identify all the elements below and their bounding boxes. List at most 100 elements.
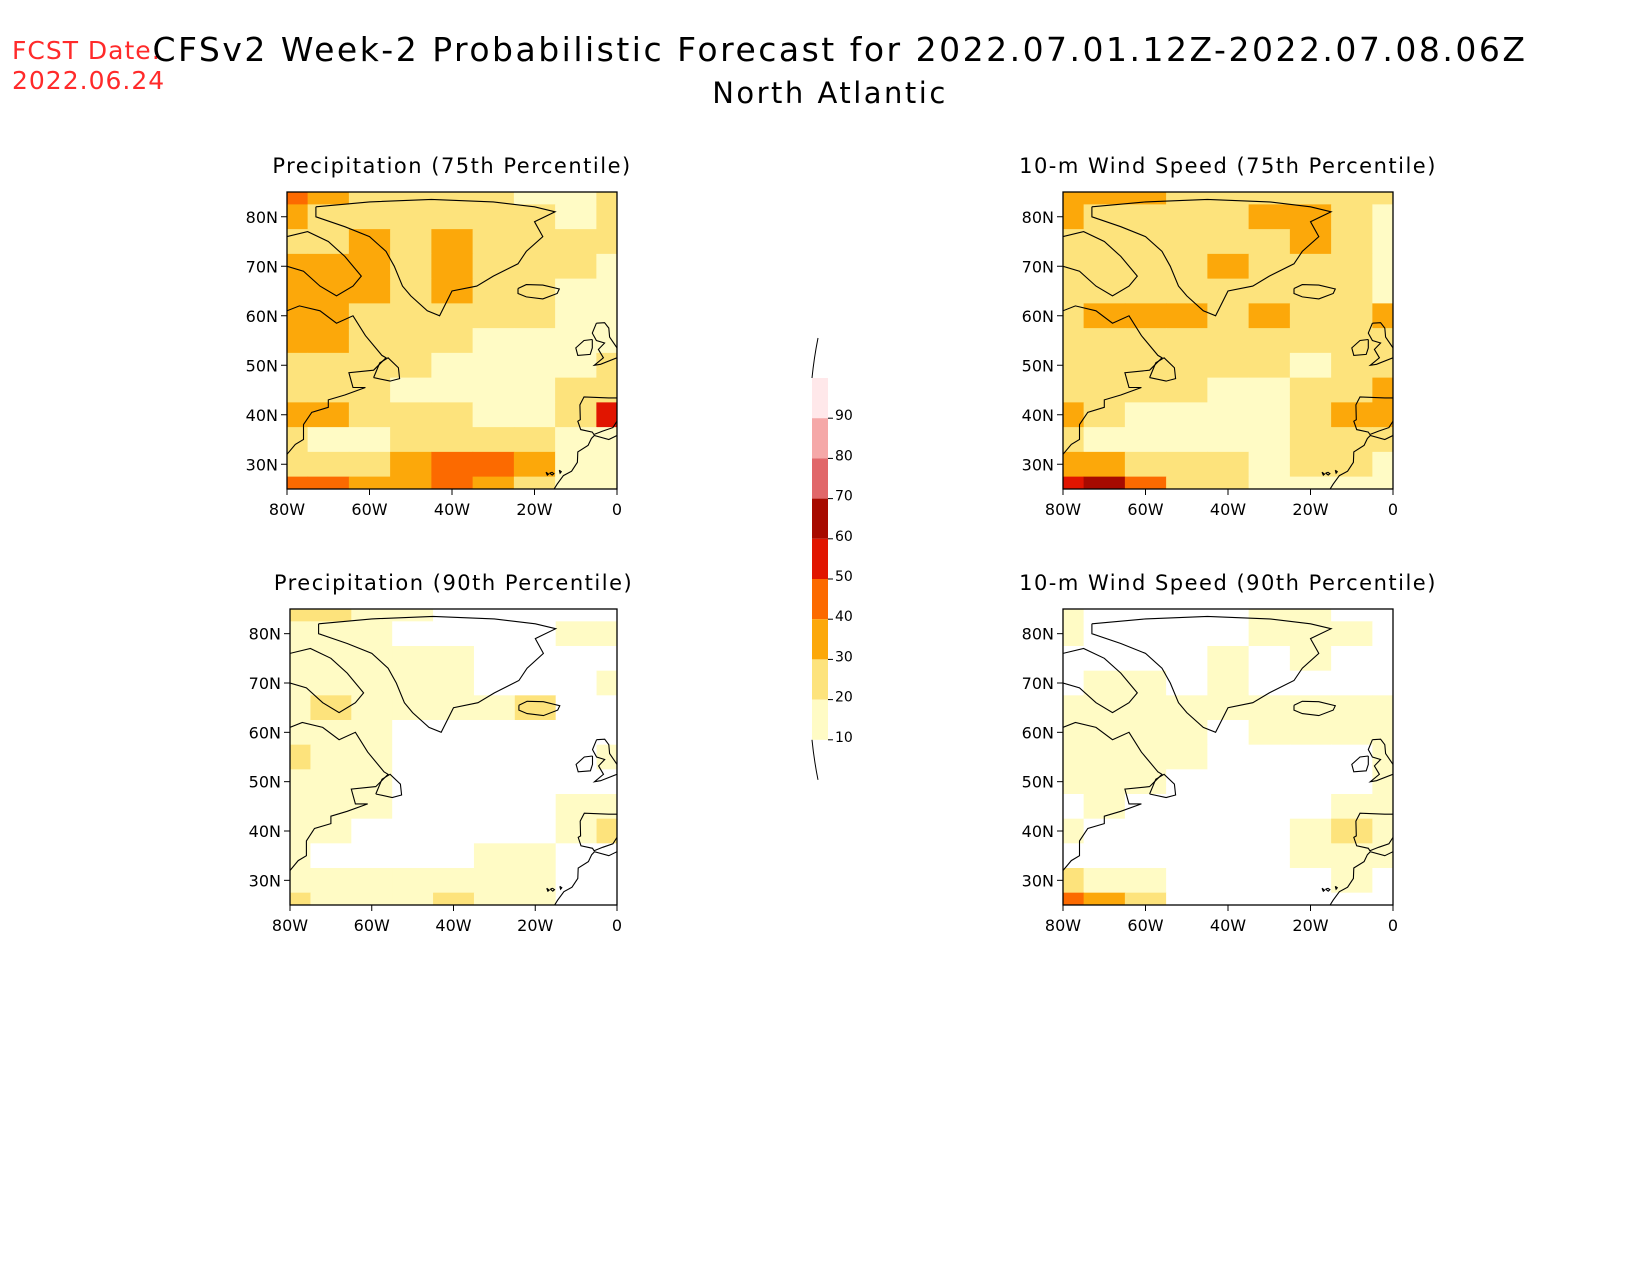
field-cell	[1289, 402, 1332, 428]
field-cell	[1083, 744, 1126, 770]
field-cell	[1331, 695, 1373, 721]
field-cell	[1166, 451, 1208, 478]
field-cell	[290, 868, 311, 894]
field-cell	[514, 843, 557, 869]
field-cell	[433, 621, 475, 647]
field-cell	[1124, 794, 1167, 820]
lat-tick-label: 80N	[246, 208, 278, 227]
coastline	[1351, 755, 1369, 773]
field-cell	[1372, 192, 1393, 205]
field-cell	[433, 794, 475, 820]
field-cell	[433, 868, 475, 894]
field-cell	[596, 229, 617, 255]
field-cell	[514, 868, 557, 894]
field-cell	[1207, 892, 1250, 905]
field-cell	[1207, 868, 1250, 894]
field-cell	[555, 818, 598, 844]
field-cell	[1063, 843, 1085, 869]
field-cell	[307, 303, 350, 329]
field-cell	[390, 402, 432, 428]
field-cell	[1331, 818, 1373, 844]
coastline	[575, 338, 593, 356]
field-cell	[1248, 192, 1291, 205]
lat-tick-label: 70N	[246, 257, 278, 276]
field-cell	[596, 868, 617, 894]
coastline	[1353, 396, 1393, 436]
lat-tick-label: 50N	[249, 773, 281, 792]
field-cell	[1289, 868, 1332, 894]
field-cell	[1289, 451, 1332, 478]
field-cell	[555, 377, 597, 403]
field-cell	[596, 427, 617, 453]
lon-tick-label: 60W	[351, 500, 387, 519]
field-cell	[1372, 402, 1393, 428]
field-cell	[472, 303, 515, 329]
lat-tick-label: 50N	[1022, 356, 1054, 375]
field-cell	[1083, 868, 1126, 894]
panel-title: Precipitation (90th Percentile)	[274, 571, 633, 595]
field-cell	[348, 377, 391, 403]
field-cell	[1372, 377, 1393, 403]
field-cell	[472, 204, 515, 230]
field-cell	[1372, 868, 1393, 894]
field-cell	[555, 670, 598, 696]
field-cell	[1166, 352, 1208, 379]
field-cell	[596, 843, 617, 869]
coastline	[559, 885, 563, 891]
field-cell	[1124, 769, 1167, 795]
field-cell	[1248, 892, 1291, 905]
field-cell	[1083, 670, 1126, 696]
lon-tick-label: 40W	[435, 916, 471, 935]
field-cell	[351, 695, 393, 721]
coastline	[287, 305, 387, 456]
forecast-date-label: FCST Date:	[12, 36, 162, 65]
coastline	[1293, 700, 1337, 717]
field-cell	[290, 818, 311, 844]
field-cell	[431, 253, 474, 280]
field-cell	[1063, 794, 1085, 820]
field-cell	[431, 476, 474, 489]
field-cell	[1331, 621, 1373, 647]
field-cell	[310, 892, 352, 905]
field-cell	[1331, 476, 1373, 489]
field-cell	[1372, 794, 1393, 820]
field-cell	[1063, 253, 1085, 280]
field-cell	[1207, 609, 1250, 622]
lat-tick-label: 70N	[1022, 257, 1054, 276]
field-cell	[513, 328, 556, 354]
field-cell	[290, 695, 311, 721]
field-cell	[431, 229, 474, 255]
field-cell	[310, 769, 352, 795]
colorbar-segment	[812, 538, 828, 579]
field-cell	[1083, 476, 1126, 489]
field-cell	[431, 192, 474, 205]
field-cell	[1083, 720, 1126, 746]
coastline	[577, 812, 617, 852]
field-cell	[1166, 670, 1208, 696]
colorbar-label: 20	[835, 690, 853, 706]
field-cell	[348, 451, 391, 478]
field-cell	[596, 818, 617, 844]
field-cell	[1331, 402, 1373, 428]
field-cell	[1166, 646, 1208, 672]
colorbar-top-arrow	[811, 337, 819, 379]
field-cell	[555, 229, 597, 255]
field-cell	[1063, 818, 1085, 844]
field-cell	[290, 744, 311, 770]
field-cell	[348, 278, 391, 304]
lon-tick-label: 0	[1388, 500, 1398, 519]
field-cell	[1372, 892, 1393, 905]
field-cell	[348, 427, 391, 453]
field-cell	[1289, 204, 1332, 230]
field-cell	[514, 892, 557, 905]
field-cell	[1124, 476, 1167, 489]
map-panel-1: Precipitation (75th Percentile) 80N 70N 60N…	[246, 154, 631, 519]
field-cell	[1166, 609, 1208, 622]
field-cell	[1289, 670, 1332, 696]
panel-title: 10-m Wind Speed (75th Percentile)	[1019, 154, 1437, 178]
field-cell	[1063, 402, 1085, 428]
field-cell	[1063, 646, 1085, 672]
coastline	[591, 738, 617, 783]
lon-tick-label: 60W	[354, 916, 390, 935]
field-cell	[287, 328, 309, 354]
